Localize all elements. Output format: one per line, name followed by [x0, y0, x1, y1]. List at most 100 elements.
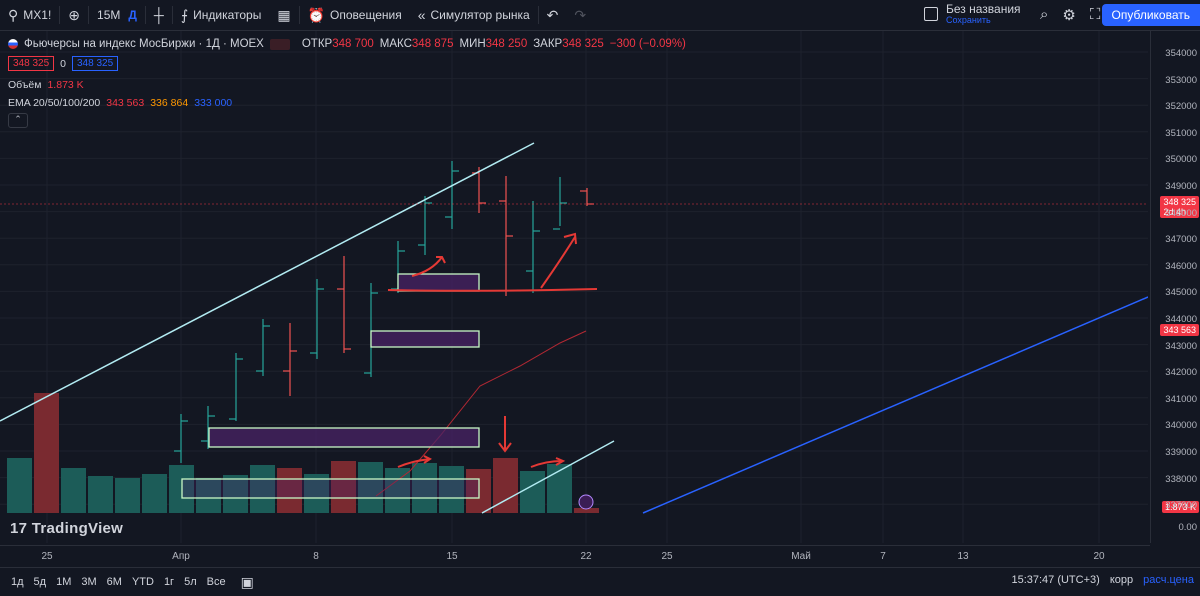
volume-value: 1.873 K [47, 79, 84, 91]
quick-search-icon[interactable]: ⌕ [1040, 6, 1049, 23]
interval-15m-button[interactable]: 15M [89, 0, 128, 30]
volume-bar [142, 474, 167, 513]
indicators-button[interactable]: ⨍ Индикаторы [173, 0, 270, 30]
tv-logo-icon: 17 [10, 520, 32, 537]
tradingview-logo[interactable]: 17 TradingView [10, 520, 123, 537]
close-label: ЗАКР [533, 38, 563, 50]
layout-name-button[interactable]: Без названия Сохранить [924, 3, 1021, 25]
volume-bar [574, 508, 599, 513]
settlement-toggle[interactable]: расч.цена [1143, 574, 1194, 586]
range-button[interactable]: 5д [33, 576, 47, 588]
divider [88, 6, 90, 24]
ema-line [375, 330, 587, 497]
volume-bar [34, 393, 59, 513]
symbol-search[interactable]: ⚲ MX1! [0, 0, 59, 30]
time-tick-label: 8 [313, 551, 319, 562]
range-button[interactable]: 5л [184, 576, 197, 588]
time-tick-label: 25 [661, 551, 673, 562]
volume-bar [115, 478, 140, 513]
current-price-badge: 348 325 2d 4h [1160, 196, 1199, 218]
volume-bar [439, 466, 464, 513]
chart-canvas[interactable] [0, 31, 1148, 543]
clock[interactable]: 15:37:47 (UTC+3) [1011, 574, 1100, 586]
time-tick-label: Апр [172, 551, 190, 562]
zone-box-1[interactable] [397, 273, 480, 292]
indicators-icon: ⨍ [180, 6, 189, 23]
volume-bar [358, 462, 383, 513]
open-label: ОТКР [301, 38, 333, 50]
price-tick-label: 354000 [1165, 48, 1197, 59]
interval-day-button[interactable]: Д [128, 0, 145, 30]
layout-icon [924, 7, 938, 21]
volume-bar [331, 461, 356, 513]
alerts-button[interactable]: ⏰ Оповещения [300, 0, 410, 30]
interval-label: 15M [97, 8, 121, 22]
volume-bar [61, 468, 86, 513]
price-axis[interactable]: 348 325 2d 4h 343 563 1.873 K 354000 3530… [1150, 31, 1200, 543]
volume-bar [493, 458, 518, 513]
change-value: −300 (−0.09%) [609, 38, 686, 50]
volume-bar [7, 458, 32, 513]
range-button[interactable]: 1г [163, 576, 175, 588]
price-tick-label: 341000 [1165, 393, 1197, 405]
zone-box-2[interactable] [370, 330, 480, 348]
collapse-legend-button[interactable]: ⌃ [8, 113, 28, 128]
date-ranges: 1д 5д 1М 3М 6М YTD 1г 5л Все [0, 576, 231, 588]
sell-price-box[interactable]: 348 325 [8, 56, 55, 71]
redo-button[interactable]: ↷ [566, 0, 594, 30]
chart-pane[interactable] [0, 31, 1148, 543]
replay-button[interactable]: « Симулятор рынка [410, 0, 538, 30]
templates-button[interactable]: ▦ [269, 0, 298, 30]
hand-drawings[interactable] [387, 232, 598, 468]
price-tick-label: 350000 [1165, 154, 1197, 166]
grid-icon: ▦ [277, 6, 291, 23]
price-tick-label: 338000 [1165, 473, 1197, 485]
range-button[interactable]: YTD [131, 576, 154, 588]
range-button[interactable]: 1д [11, 576, 24, 588]
volume-bar [223, 475, 248, 513]
zone-box-4[interactable] [181, 478, 480, 499]
volume-legend[interactable]: Объём 1.873 K [8, 79, 84, 91]
zone-box-3[interactable] [208, 427, 480, 448]
trendline-upper[interactable] [0, 142, 535, 422]
trendline-lower[interactable] [481, 440, 615, 514]
low-label: МИН [459, 38, 486, 50]
price-tick-label: 339000 [1165, 447, 1197, 458]
volume-bar [88, 476, 113, 513]
publish-button[interactable]: Опубликовать [1101, 4, 1200, 26]
open-value: 348 700 [332, 38, 374, 50]
symbol-title[interactable]: Фьючерсы на индекс МосБиржи · 1Д · MOEX [24, 38, 264, 50]
range-button[interactable]: 1М [56, 576, 72, 588]
layout-save-label: Сохранить [946, 15, 991, 25]
low-value: 348 250 [485, 38, 528, 50]
time-tick-label: 22 [580, 551, 592, 562]
ema-legend[interactable]: EMA 20/50/100/200 343 563 336 864 333 00… [8, 97, 232, 109]
chart-legend: Фьючерсы на индекс МосБиржи · 1Д · MOEX … [8, 38, 686, 50]
alarm-icon: ⏰ [307, 6, 326, 23]
search-icon: ⚲ [8, 6, 19, 23]
calendar-icon[interactable]: ▣ [240, 573, 254, 590]
settings-icon[interactable]: ⚙ [1062, 7, 1076, 24]
compare-button[interactable]: ⊕ [60, 0, 88, 30]
volume-label: Объём [8, 79, 42, 91]
time-tick-label: 13 [957, 551, 969, 562]
volume-badge: 1.873 K [1161, 501, 1199, 513]
plus-circle-icon: ⊕ [68, 6, 81, 23]
range-button[interactable]: 3М [81, 576, 97, 588]
buy-price-box[interactable]: 348 325 [72, 56, 119, 71]
chart-type-button[interactable]: ┼ [146, 0, 172, 30]
volume-bar [196, 478, 221, 513]
range-button[interactable]: 6М [106, 576, 122, 588]
bid-ask-row: 348 325 0 348 325 [8, 56, 119, 71]
undo-button[interactable]: ↶ [539, 0, 567, 30]
adjustment-toggle[interactable]: корр [1109, 574, 1134, 586]
fullscreen-icon[interactable]: ⛶ [1089, 6, 1101, 23]
lightning-icon[interactable] [578, 494, 594, 510]
trendline-blue[interactable] [642, 296, 1148, 514]
ema50-value: 336 864 [150, 97, 189, 109]
bottom-toolbar: 1д 5д 1М 3М 6М YTD 1г 5л Все ▣ 15:37:47 (UTC+3) … [0, 567, 1200, 596]
time-axis[interactable]: 25 Апр 8 15 22 25 Май 7 13 20 [0, 545, 1150, 568]
range-button[interactable]: Все [206, 576, 226, 588]
redo-icon: ↷ [574, 6, 587, 23]
volume-bar [385, 468, 410, 513]
